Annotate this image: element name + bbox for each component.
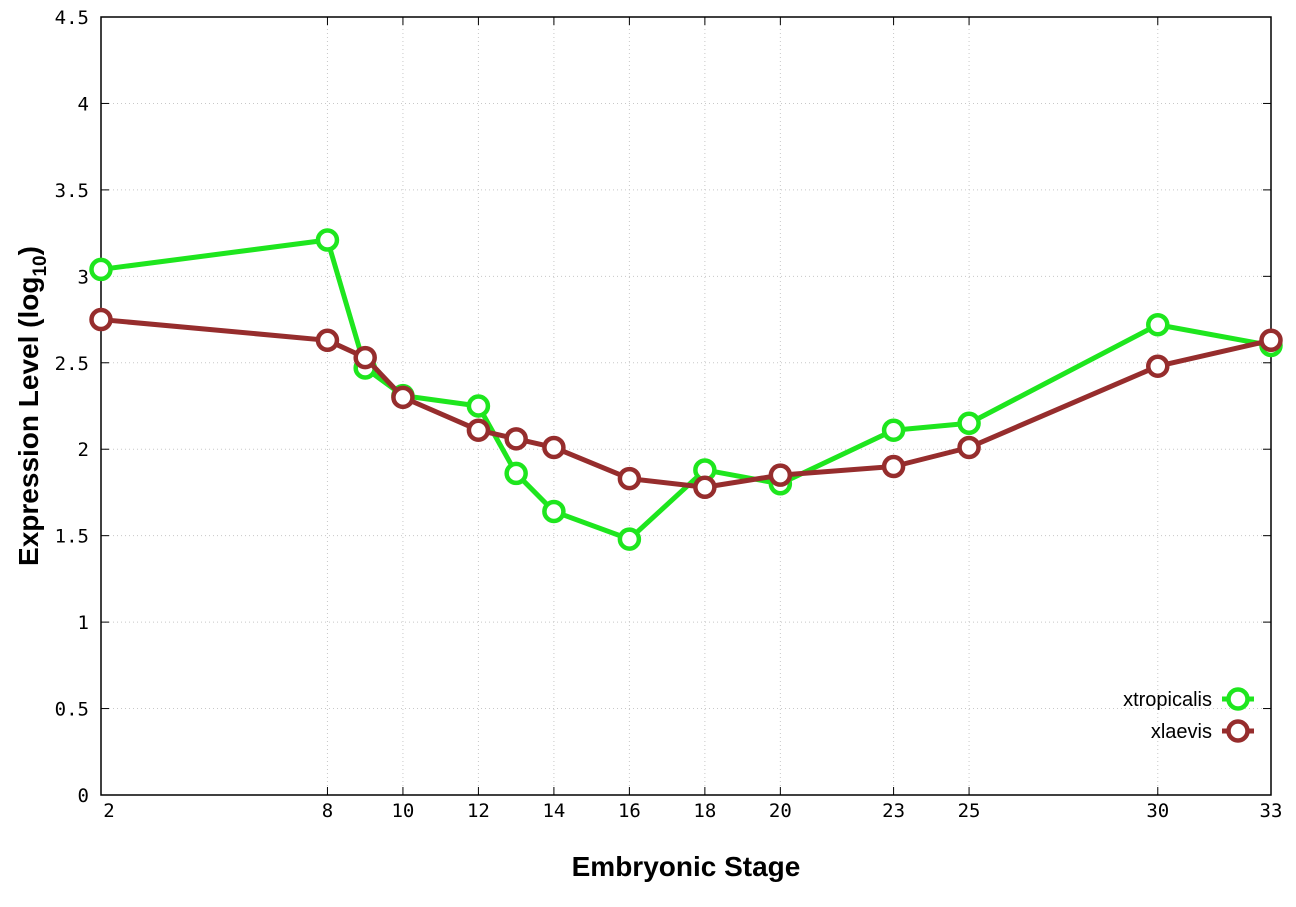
legend-swatch-marker [1226, 687, 1250, 711]
y-axis-title-subscript: 10 [30, 255, 51, 276]
data-point [957, 411, 981, 436]
axis-ticks: 2 8 10 12 14 16 18 20 23 25 30 33 0 0.5 1 1.5 2 2.5 3 3.5 4 4… [55, 7, 1283, 822]
y-tick-label: 1.5 [55, 526, 89, 548]
data-point [881, 418, 906, 442]
data-point [353, 345, 377, 370]
x-tick-label: 25 [958, 800, 981, 822]
data-point [89, 257, 113, 282]
data-point [466, 418, 491, 442]
data-point [466, 394, 491, 418]
y-tick-label: 3 [78, 266, 89, 288]
data-point [617, 466, 642, 491]
x-tick-label: 30 [1146, 800, 1169, 822]
x-tick-label: 10 [391, 800, 414, 822]
legend-swatch-marker [1226, 719, 1250, 743]
grid [100, 16, 1272, 796]
x-tick-label: 8 [322, 800, 333, 822]
y-axis-title-main: Expression Level (log [13, 277, 44, 566]
data-point [89, 307, 113, 332]
legend-label: xlaevis [1151, 721, 1212, 743]
data-point [881, 454, 906, 479]
legend-item-xtropicalis: xtropicalis [1123, 687, 1254, 711]
x-tick-label: 33 [1260, 800, 1283, 822]
x-tick-label: 2 [103, 800, 114, 822]
data-point [315, 228, 340, 252]
data-point [1146, 354, 1170, 378]
y-tick-label: 4.5 [55, 7, 89, 29]
data-point [768, 463, 793, 487]
series-line [100, 317, 1272, 490]
y-tick-label: 2 [78, 439, 89, 461]
legend-label: xtropicalis [1123, 689, 1212, 711]
y-tick-label: 1 [78, 612, 89, 634]
x-tick-label: 20 [769, 800, 792, 822]
data-point [315, 328, 340, 353]
data-point [542, 499, 566, 524]
y-tick-label: 0.5 [55, 699, 89, 721]
data-point [504, 461, 528, 486]
data-point [1259, 328, 1283, 353]
data-point [391, 385, 415, 410]
series [89, 228, 1283, 551]
x-tick-label: 18 [693, 800, 716, 822]
x-tick-label: 23 [882, 800, 905, 822]
x-axis-title: Embryonic Stage [572, 851, 801, 882]
data-point [693, 475, 717, 500]
data-point [504, 427, 528, 451]
x-tick-label: 12 [467, 800, 490, 822]
y-tick-label: 4 [78, 93, 89, 115]
data-point [542, 435, 566, 460]
series-line [100, 237, 1272, 542]
y-axis-title-close: ) [13, 246, 44, 255]
x-tick-label: 14 [542, 800, 565, 822]
data-point [1146, 312, 1170, 337]
y-tick-label: 3.5 [55, 180, 89, 202]
y-tick-label: 0 [78, 785, 89, 807]
y-tick-label: 2.5 [55, 353, 89, 375]
data-point [617, 527, 642, 551]
x-tick-label: 16 [618, 800, 641, 822]
plot-frame [100, 16, 1272, 796]
y-axis-title: Expression Level (log10) [13, 246, 51, 566]
legend-item-xlaevis: xlaevis [1151, 719, 1254, 743]
legend: xtropicalis xlaevis [1123, 687, 1254, 743]
series-xlaevis [89, 307, 1283, 500]
data-point [957, 435, 981, 460]
